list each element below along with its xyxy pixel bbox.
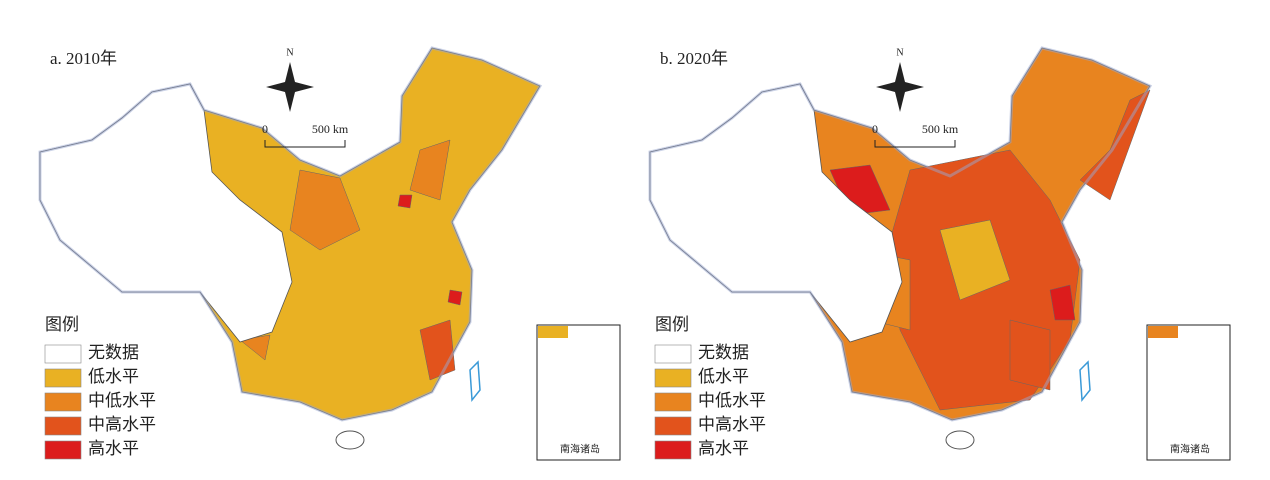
north-arrow — [266, 62, 314, 112]
taiwan — [469, 360, 481, 402]
inset-land — [1148, 326, 1178, 338]
scale-label: 0 — [872, 122, 878, 136]
region — [1009, 319, 1051, 391]
region — [289, 169, 361, 251]
legend-swatch — [44, 368, 82, 388]
legend-swatch — [654, 344, 692, 364]
legend-swatch — [44, 392, 82, 412]
legend-label: 高水平 — [698, 439, 749, 458]
no-data-region — [39, 83, 293, 343]
no-data-region — [649, 83, 903, 343]
scale-bar — [264, 140, 346, 148]
region — [939, 219, 1011, 301]
north-arrow — [876, 62, 924, 112]
inset-frame — [1146, 324, 1231, 461]
legend-label: 高水平 — [88, 439, 139, 458]
hainan — [945, 430, 975, 450]
legend-swatch — [44, 344, 82, 364]
inset-label: 南海诸岛 — [1170, 442, 1210, 455]
legend-label: 无数据 — [88, 343, 139, 362]
legend-swatch — [44, 416, 82, 436]
legend-title: 图例 — [655, 315, 689, 334]
region — [397, 194, 413, 209]
legend-label: 中高水平 — [698, 415, 766, 434]
legend-label: 中高水平 — [88, 415, 156, 434]
inset-land — [538, 326, 568, 338]
legend-title: 图例 — [45, 315, 79, 334]
scale-label: 500 km — [312, 122, 349, 136]
region — [447, 289, 463, 306]
legend-swatch — [654, 392, 692, 412]
scale-label: 0 — [262, 122, 268, 136]
region — [409, 139, 451, 201]
legend-swatch — [654, 416, 692, 436]
taiwan — [1079, 360, 1091, 402]
panel-title: a. 2010年 — [50, 49, 117, 68]
scale-label: 500 km — [922, 122, 959, 136]
legend-swatch — [654, 368, 692, 388]
north-label: N — [896, 47, 903, 58]
region — [1049, 284, 1076, 321]
legend-swatch — [44, 440, 82, 460]
north-label: N — [286, 47, 293, 58]
panel-title: b. 2020年 — [660, 49, 728, 68]
legend-label: 无数据 — [698, 343, 749, 362]
inset-label: 南海诸岛 — [560, 442, 600, 455]
scale-bar — [874, 140, 956, 148]
legend-label: 中低水平 — [698, 391, 766, 410]
legend-label: 低水平 — [88, 367, 139, 386]
legend-label: 低水平 — [698, 367, 749, 386]
hainan — [335, 430, 365, 450]
legend-swatch — [654, 440, 692, 460]
inset-frame — [536, 324, 621, 461]
legend-label: 中低水平 — [88, 391, 156, 410]
